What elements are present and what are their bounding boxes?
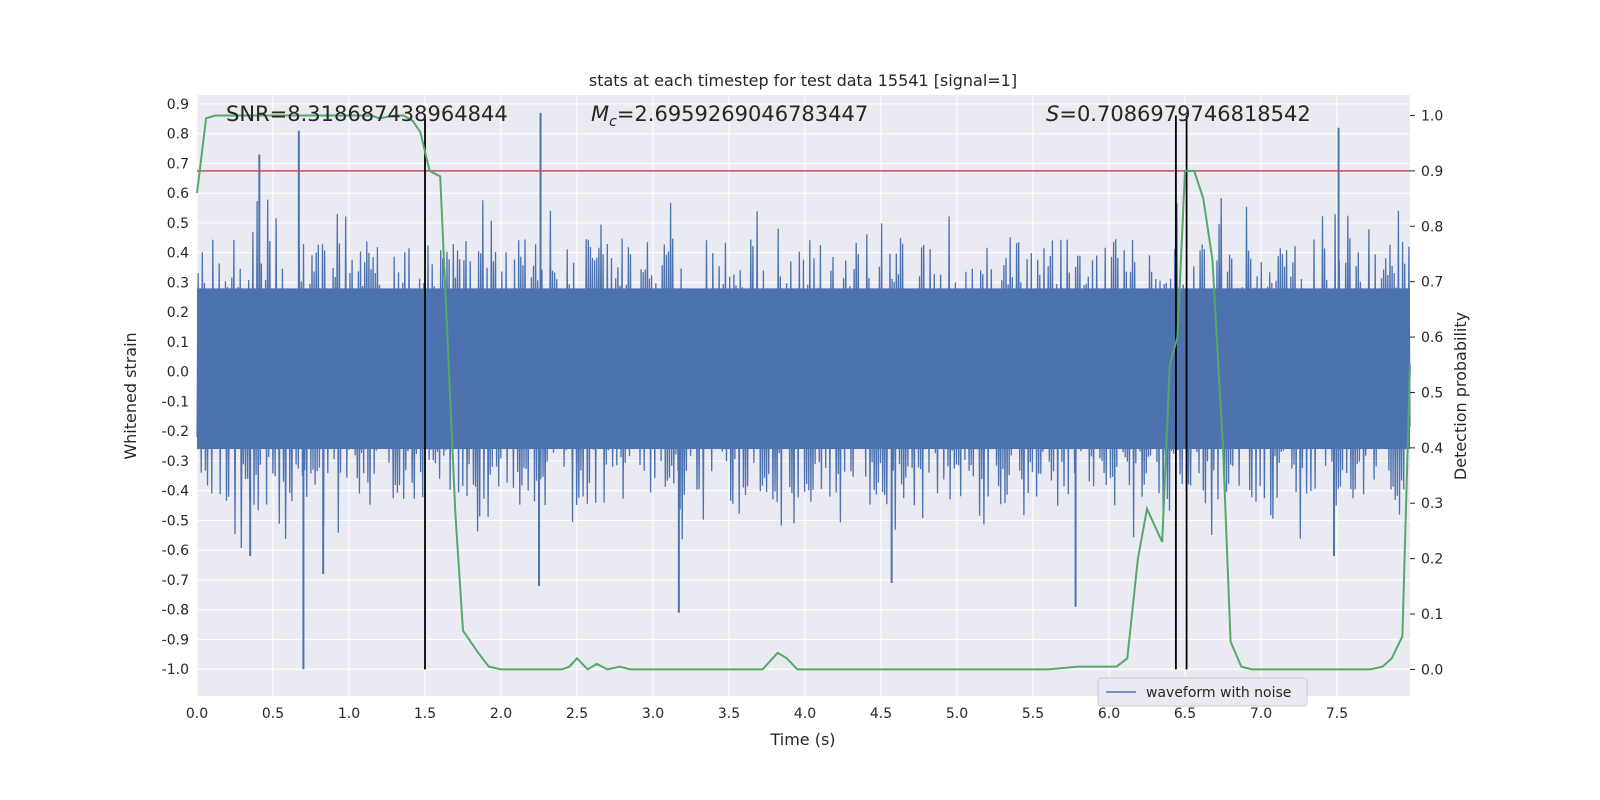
x-tick-label: 0.0 [186, 706, 208, 722]
mc-symbol: M [591, 102, 609, 126]
s-annotation: S=0.7086979746818542 [1046, 102, 1311, 126]
y2-tick-label: 0.0 [1421, 662, 1443, 678]
ticks: 0.0 0.5 1.0 1.5 2.0 2.5 3.0 3.5 4.0 4.5 5.0 5.5 6.0 6… [162, 97, 1444, 722]
y-tick-label: 0.6 [167, 186, 189, 202]
y-tick-label: 0.7 [167, 156, 189, 172]
x-tick-label: 2.0 [490, 706, 512, 722]
vlines-layer [424, 115, 1188, 670]
legend: waveform with noise [1097, 677, 1308, 707]
y-tick-label: 0.0 [167, 365, 189, 381]
x-tick-label: 2.5 [566, 706, 588, 722]
y2-tick-label: 0.5 [1421, 385, 1443, 401]
y2-tick-label: 1.0 [1421, 108, 1443, 124]
y2-tick-label: 0.8 [1421, 219, 1443, 235]
s-symbol: S [1046, 102, 1059, 126]
x-tick-label: 7.0 [1250, 706, 1272, 722]
y-tick-label: -1.0 [162, 662, 189, 678]
x-tick-label: 6.5 [1174, 706, 1196, 722]
x-tick-label: 5.5 [1022, 706, 1044, 722]
x-tick-label: 1.0 [338, 706, 360, 722]
y2-tick-label: 0.7 [1421, 275, 1443, 291]
y-tick-label: -0.3 [162, 454, 189, 470]
strain-series [196, 112, 1411, 670]
strain-core [197, 288, 1410, 450]
y2-axis-label: Detection probability [1451, 312, 1470, 480]
y-tick-label: 0.4 [167, 246, 189, 262]
y2-tick-label: 0.6 [1421, 330, 1443, 346]
chart-title: stats at each timestep for test data 155… [589, 71, 1017, 90]
s-value: =0.7086979746818542 [1059, 102, 1310, 126]
x-tick-label: 7.5 [1326, 706, 1348, 722]
x-tick-label: 4.0 [794, 706, 816, 722]
x-tick-label: 4.5 [870, 706, 892, 722]
y-tick-label: -0.9 [162, 632, 189, 648]
y2-tick-label: 0.4 [1421, 441, 1443, 457]
y2-tick-label: 0.2 [1421, 552, 1443, 568]
x-tick-label: 1.5 [414, 706, 436, 722]
y-tick-label: -0.5 [162, 513, 189, 529]
x-tick-label: 0.5 [262, 706, 284, 722]
probability-line [196, 114, 1411, 671]
y-tick-label: -0.8 [162, 603, 189, 619]
snr-annotation: SNR=8.318687438964844 [226, 102, 508, 126]
x-tick-label: 3.5 [718, 706, 740, 722]
mc-annotation: Mc=2.6959269046783447 [591, 102, 868, 130]
y-tick-label: -0.2 [162, 424, 189, 440]
x-tick-label: 6.0 [1098, 706, 1120, 722]
legend-box [1097, 677, 1308, 707]
mc-value: =2.6959269046783447 [617, 102, 868, 126]
y-tick-label: -0.1 [162, 394, 189, 410]
y2-tick-label: 0.3 [1421, 496, 1443, 512]
y-tick-label: 0.3 [167, 275, 189, 291]
y-axis-label: Whitened strain [121, 332, 140, 459]
y2-tick-label: 0.1 [1421, 607, 1443, 623]
y-tick-label: -0.4 [162, 484, 189, 500]
y-tick-label: 0.1 [167, 335, 189, 351]
x-tick-label: 3.0 [642, 706, 664, 722]
y-tick-label: 0.9 [167, 97, 189, 113]
y-tick-label: 0.8 [167, 127, 189, 143]
y-tick-label: -0.7 [162, 573, 189, 589]
legend-label: waveform with noise [1146, 685, 1291, 701]
y-tick-label: 0.5 [167, 216, 189, 232]
y-tick-label: 0.2 [167, 305, 189, 321]
prob-layer [196, 114, 1411, 671]
x-axis-label: Time (s) [769, 730, 835, 749]
y-tick-label: -0.6 [162, 543, 189, 559]
x-tick-label: 5.0 [946, 706, 968, 722]
mc-subscript: c [609, 114, 617, 130]
y2-tick-label: 0.9 [1421, 164, 1443, 180]
